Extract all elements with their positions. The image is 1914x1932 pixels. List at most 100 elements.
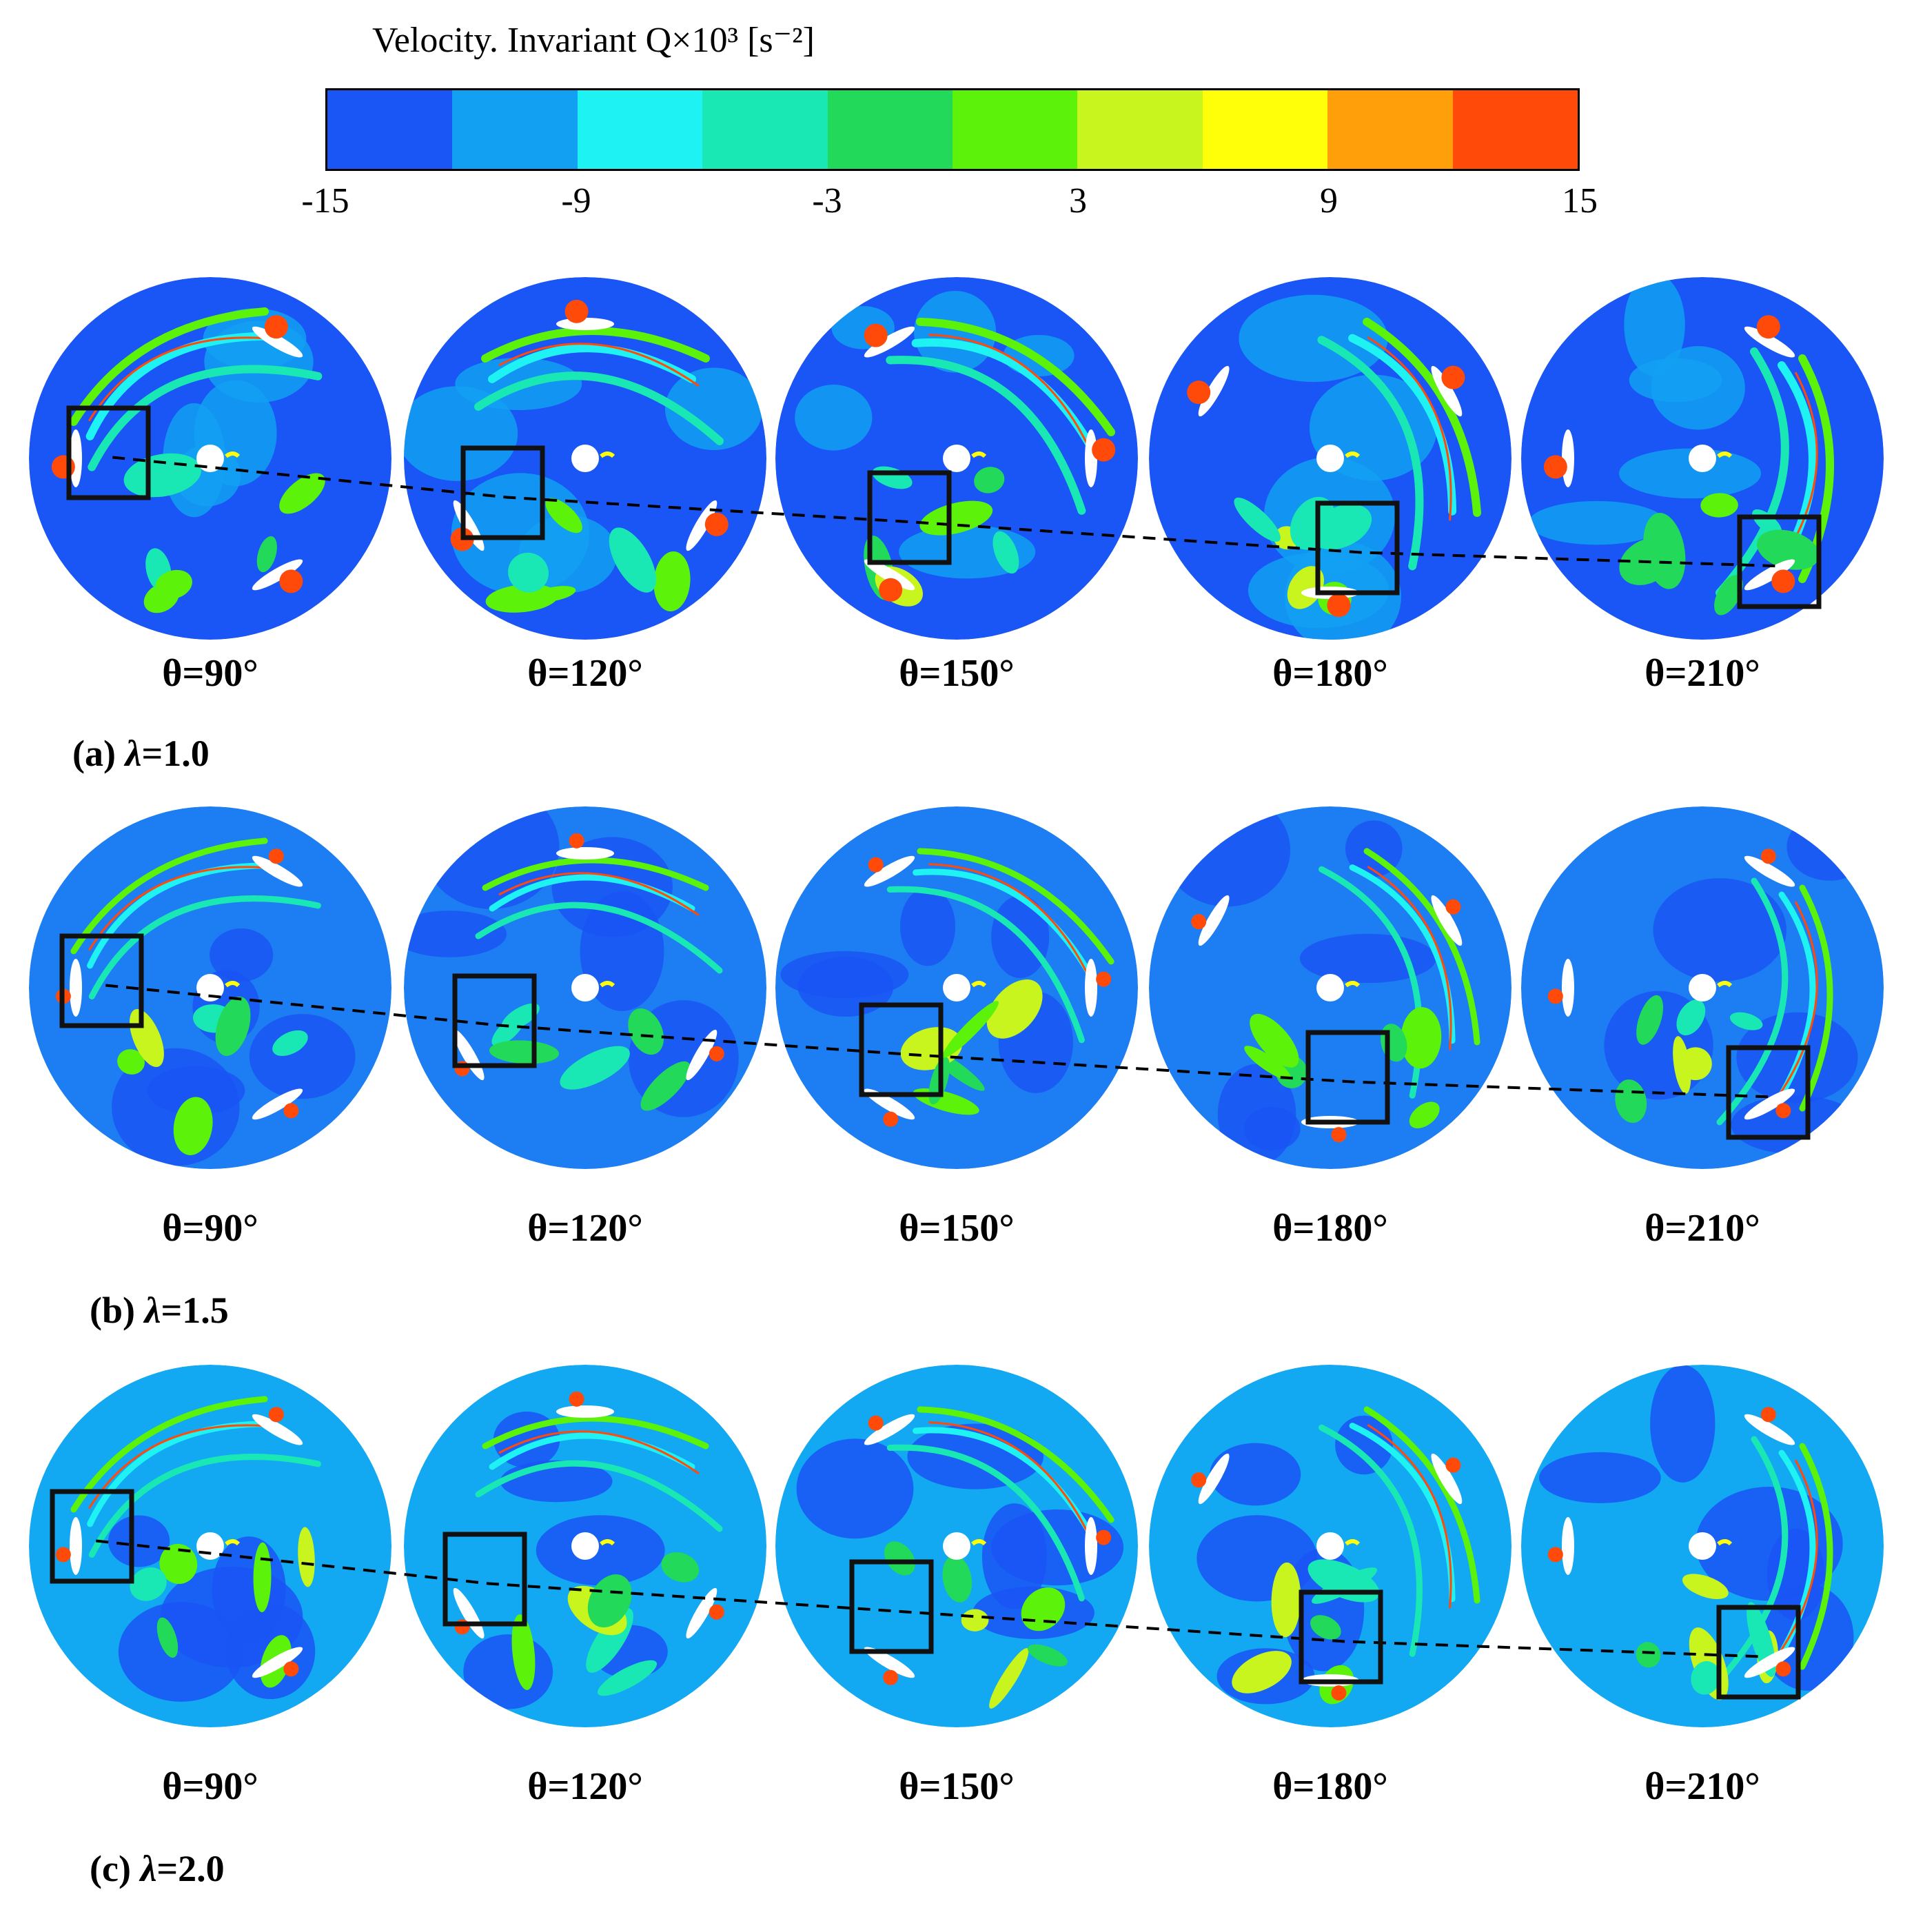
wake-vortex [298, 1527, 315, 1587]
shed-vortex [1445, 899, 1461, 915]
shear-layer-arc [886, 1444, 1085, 1602]
shed-vortex [569, 1391, 584, 1407]
vorticity-patch [796, 1438, 914, 1539]
blade-airfoil [1431, 895, 1463, 946]
wake-vortex [511, 1614, 536, 1690]
q-criterion-contour [1521, 277, 1884, 640]
shear-layer-arc [886, 886, 1085, 1044]
tip-speed-ratio-value: =1.0 [141, 733, 210, 774]
blade-airfoil [1431, 365, 1463, 417]
high-q-filament [1367, 865, 1452, 1050]
vorticity-patch [1650, 1365, 1716, 1483]
blade-airfoil [70, 959, 82, 1017]
wake-vortex [117, 1049, 145, 1075]
central-shaft [196, 974, 224, 1001]
wake-vortex [508, 552, 549, 593]
wake-vortex [1757, 529, 1820, 570]
wake-vortex [1287, 566, 1325, 609]
vortex-tracking-box [59, 933, 144, 1028]
colorbar-tick-label: -3 [812, 181, 842, 221]
colorbar-band [327, 90, 453, 169]
vortex-tracking-box [1299, 1589, 1383, 1685]
shaft-wake [971, 1539, 987, 1546]
shear-layer-arc [69, 307, 269, 426]
vortex-tracking-box [460, 445, 545, 540]
wake-vortex [256, 536, 277, 573]
snapshot-panel [1520, 276, 1885, 641]
wake-vortex [272, 1030, 308, 1057]
colorbar-band [953, 90, 1078, 169]
shed-vortex [1543, 455, 1567, 479]
central-shaft [943, 1532, 970, 1560]
shed-vortex [268, 848, 284, 864]
vorticity-patch [1629, 358, 1722, 403]
shear-layer-arc [1716, 877, 1789, 1126]
high-q-filament [498, 1430, 700, 1475]
high-q-filament [928, 334, 1092, 454]
q-criterion-contour [29, 806, 391, 1169]
shear-layer-arc [1716, 347, 1789, 597]
q-criterion-contour [775, 1365, 1138, 1727]
row-caption-prefix: (b) [90, 1290, 145, 1331]
wake-vortex [1244, 1046, 1291, 1080]
tip-speed-ratio-value: =1.5 [161, 1290, 229, 1331]
wake-vortex [989, 1648, 1029, 1709]
shed-vortex [564, 299, 589, 323]
shed-vortex [1331, 1127, 1347, 1143]
vorticity-patch [210, 928, 274, 982]
wake-vortex [1401, 1007, 1442, 1069]
q-criterion-contour [404, 1365, 766, 1727]
central-shaft [571, 1532, 599, 1560]
row-caption: (c) λ=2.0 [90, 1847, 225, 1890]
vorticity-patch [664, 367, 763, 450]
vortex-trajectory-line [112, 456, 1784, 568]
shed-vortex [1760, 1407, 1776, 1423]
vorticity-patch [900, 887, 956, 966]
vorticity-patch [1696, 1486, 1843, 1601]
shed-vortex [1441, 365, 1465, 389]
shear-layer-arc [70, 837, 268, 955]
colorbar-title: Velocity. Invariant Q×10³ [s⁻²] [372, 21, 815, 60]
blade-airfoil [1085, 959, 1097, 1017]
shear-layer-arc [917, 848, 1114, 965]
vortex-tracking-box [1305, 1030, 1390, 1125]
colorbar-band [452, 90, 578, 169]
wake-vortex [661, 1552, 700, 1583]
blade-airfoil [1744, 326, 1795, 358]
shaft-wake [225, 981, 241, 988]
wake-vortex [628, 1008, 664, 1055]
shaft-wake [1717, 981, 1733, 988]
wake-vortex [884, 1541, 915, 1576]
shed-vortex [1331, 1685, 1347, 1701]
colorbar-band [702, 90, 828, 169]
central-shaft [1689, 1532, 1716, 1560]
azimuth-label: θ=180° [1272, 1207, 1388, 1250]
shed-vortex [264, 315, 288, 339]
shaft-wake [1717, 1539, 1733, 1546]
vortex-tracking-box [442, 1532, 527, 1627]
wake-vortex [489, 1040, 560, 1064]
vorticity-patch [1539, 1452, 1661, 1503]
shed-vortex [1775, 1661, 1791, 1677]
wake-vortex [1636, 995, 1664, 1045]
shear-layer-arc [915, 317, 1116, 436]
blade-airfoil [1744, 1647, 1795, 1678]
q-criterion-contour [29, 277, 391, 640]
shed-vortex [279, 569, 303, 593]
tip-speed-ratio-symbol: λ [140, 1848, 157, 1889]
vorticity-patch [1619, 448, 1762, 499]
blade-airfoil [864, 855, 915, 887]
azimuth-label: θ=150° [899, 652, 1015, 695]
vorticity-patch [249, 1014, 356, 1099]
q-criterion-contour [1149, 277, 1511, 640]
azimuth-label: θ=90° [162, 1207, 258, 1250]
shed-vortex [283, 1661, 299, 1677]
shaft-wake [600, 451, 615, 458]
wake-vortex [1714, 575, 1743, 616]
q-criterion-contour [1521, 1365, 1884, 1727]
shaft-wake [971, 451, 987, 458]
central-shaft [571, 445, 599, 472]
central-shaft [571, 974, 599, 1001]
high-q-filament [928, 863, 1092, 983]
shaft-wake [1717, 451, 1733, 458]
